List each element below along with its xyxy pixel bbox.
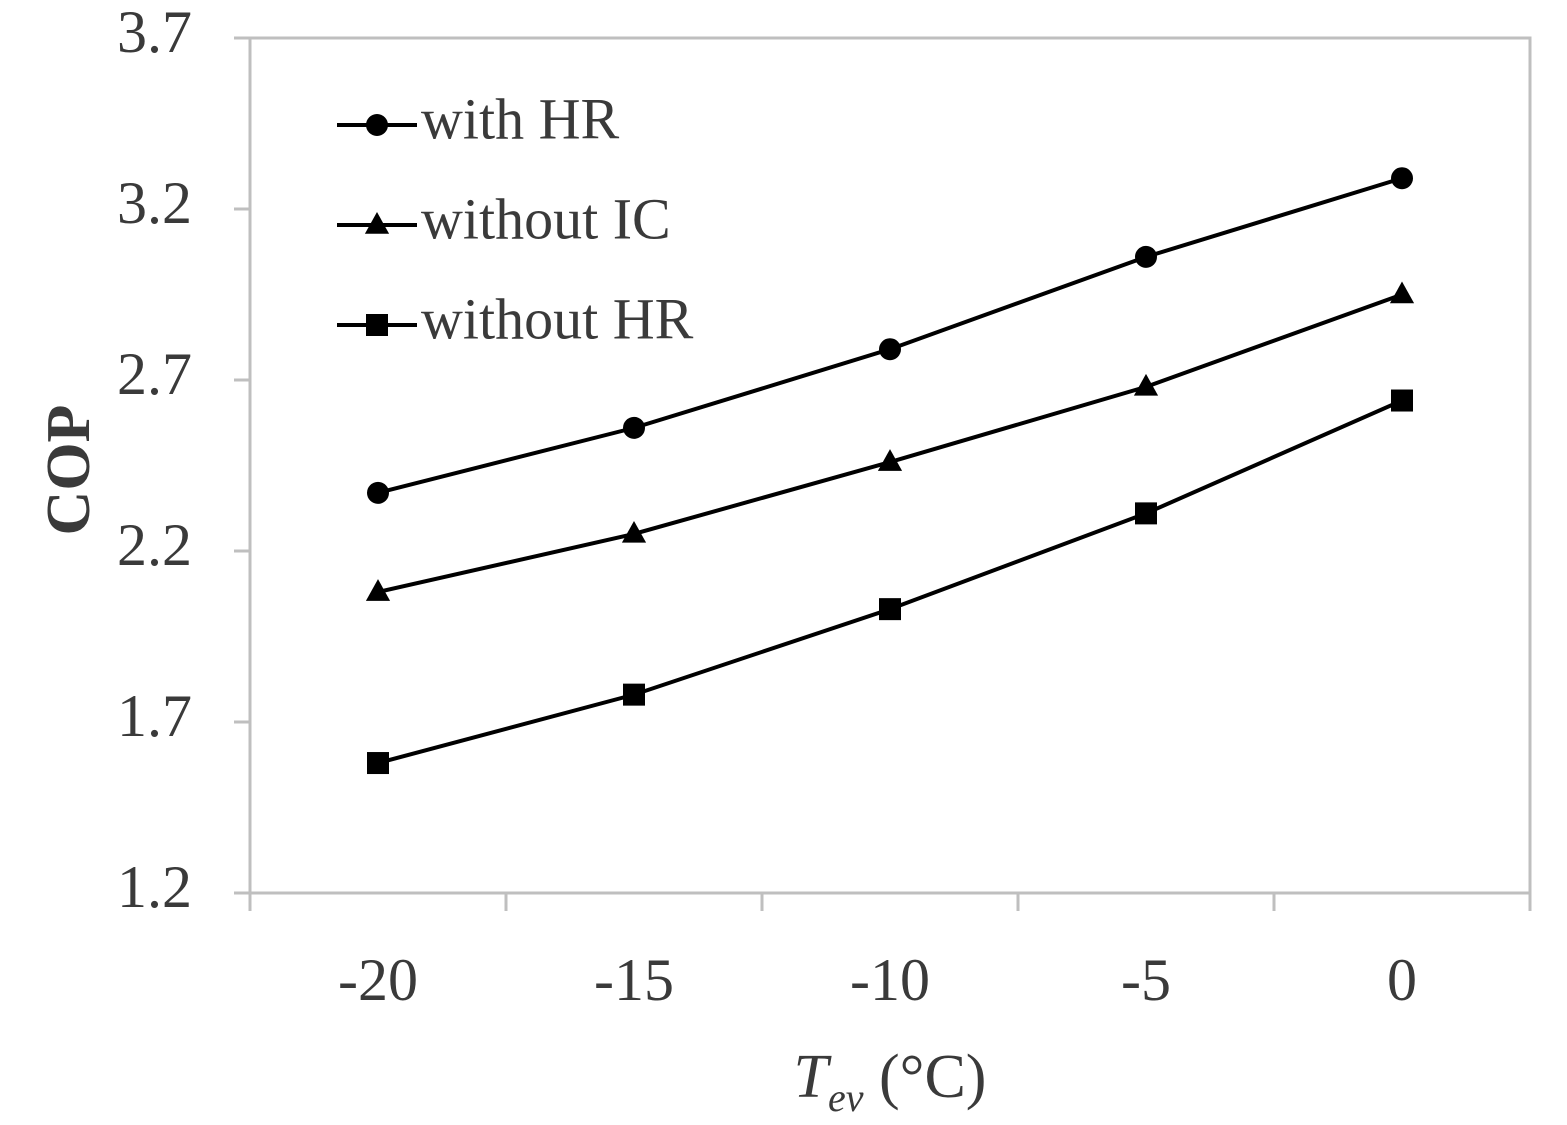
x-tick-label: 0 <box>1387 947 1417 1013</box>
series-layer <box>365 167 1415 775</box>
data-point <box>1389 281 1415 304</box>
x-axis-title-symbol: T <box>794 1043 833 1111</box>
x-axis-title-unit: (°C) <box>864 1043 987 1111</box>
legend: with HR without IC without HR <box>337 86 694 351</box>
x-tick-label: -10 <box>850 947 930 1013</box>
x-tick-label: -15 <box>594 947 674 1013</box>
legend-label: without IC <box>421 186 671 251</box>
x-axis-title: Tev (°C) <box>794 1043 987 1120</box>
x-tick-label: -5 <box>1121 947 1171 1013</box>
legend-item: with HR <box>337 86 620 151</box>
series-without-ic <box>365 281 1415 601</box>
y-tick-label: 1.2 <box>117 854 192 920</box>
plot-border <box>248 36 1532 895</box>
legend-item: without HR <box>337 286 694 351</box>
y-axis-tick-labels: 1.2 1.7 2.2 2.7 3.2 3.7 <box>117 0 250 920</box>
legend-label: without HR <box>421 286 694 351</box>
data-point <box>879 598 901 621</box>
data-point <box>1391 389 1413 412</box>
data-point <box>367 752 389 775</box>
x-axis-title-subscript: ev <box>828 1075 864 1120</box>
y-tick-label: 3.2 <box>117 170 192 236</box>
data-point <box>365 579 391 601</box>
series-without-hr <box>367 389 1413 775</box>
x-tick-label: -20 <box>338 947 418 1013</box>
legend-marker <box>366 314 388 336</box>
x-axis-ticks <box>248 893 1532 911</box>
y-tick-label: 2.2 <box>117 512 192 578</box>
data-point <box>1391 167 1413 190</box>
y-tick-label: 2.7 <box>117 341 192 407</box>
legend-marker <box>364 212 390 234</box>
legend-marker <box>366 114 388 136</box>
plot-frame <box>248 36 1532 895</box>
data-point <box>623 416 645 439</box>
x-axis-tick-labels: -20 -15 -10 -5 0 <box>338 947 1417 1013</box>
data-point <box>1133 373 1159 396</box>
data-point <box>621 520 647 543</box>
data-point <box>879 338 901 361</box>
legend-label: with HR <box>421 86 620 151</box>
y-tick-label: 3.7 <box>117 0 192 65</box>
series-with-hr <box>367 167 1413 504</box>
y-axis-title: COP <box>35 405 103 536</box>
data-point <box>367 481 389 504</box>
data-point <box>623 683 645 706</box>
legend-item: without IC <box>337 186 671 251</box>
data-point <box>877 449 903 471</box>
data-point <box>1135 502 1157 525</box>
y-tick-label: 1.7 <box>117 683 192 749</box>
data-point <box>1135 245 1157 268</box>
